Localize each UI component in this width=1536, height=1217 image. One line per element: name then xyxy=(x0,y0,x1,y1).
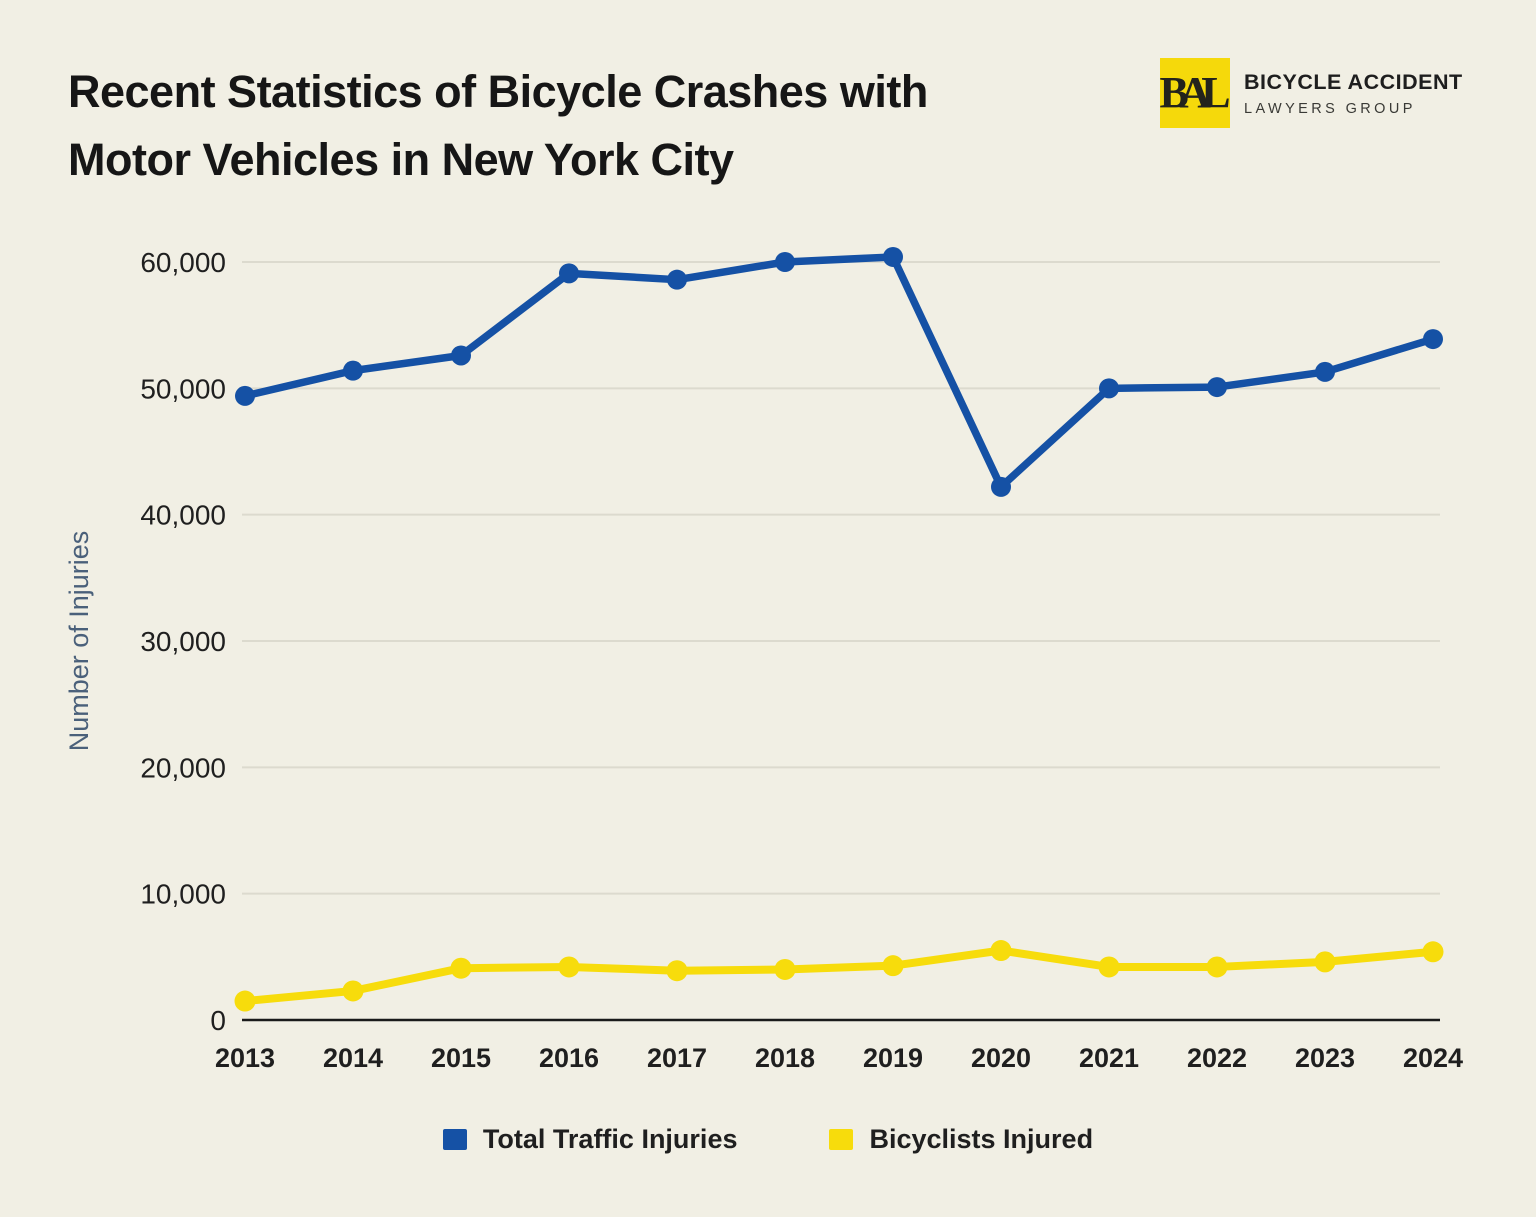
data-point-bicyclists-2020 xyxy=(990,940,1012,962)
logo-company-subtitle: LAWYERS GROUP xyxy=(1244,100,1416,117)
data-point-bicyclists-2014 xyxy=(342,980,364,1002)
x-tick-label-2022: 2022 xyxy=(1187,1043,1247,1073)
data-point-total-2013 xyxy=(235,385,255,406)
x-tick-label-2017: 2017 xyxy=(647,1043,707,1073)
x-tick-label-2013: 2013 xyxy=(215,1043,275,1073)
series-line-yellow xyxy=(241,946,1437,1006)
data-point-total-2015 xyxy=(451,345,471,366)
data-point-bicyclists-2022 xyxy=(1206,956,1228,978)
x-tick-label-2014: 2014 xyxy=(323,1043,383,1073)
y-axis-title: Number of Injuries xyxy=(64,531,94,752)
logo-monogram: BAL xyxy=(1159,68,1230,117)
y-tick-label: 40,000 xyxy=(140,500,226,531)
data-point-bicyclists-2023 xyxy=(1314,951,1336,973)
y-tick-label: 0 xyxy=(210,1005,226,1036)
data-point-total-2014 xyxy=(343,360,363,381)
legend-item-bicyclists-injured: Bicyclists Injured xyxy=(829,1117,1093,1161)
data-point-bicyclists-2013 xyxy=(234,990,256,1012)
x-tick-label-2023: 2023 xyxy=(1295,1043,1355,1073)
data-point-total-2023 xyxy=(1315,361,1335,382)
x-tick-label-2020: 2020 xyxy=(971,1043,1031,1073)
legend-label-bicyclists-injured: Bicyclists Injured xyxy=(869,1123,1094,1154)
data-point-bicyclists-2018 xyxy=(774,958,796,980)
y-tick-label: 60,000 xyxy=(140,247,226,278)
chart-title: Recent Statistics of Bicycle Crashes wit… xyxy=(68,58,1128,194)
x-tick-label-2021: 2021 xyxy=(1079,1043,1139,1073)
legend-label-total-traffic-injuries: Total Traffic Injuries xyxy=(482,1123,738,1154)
x-tick-label-2024: 2024 xyxy=(1403,1043,1463,1073)
logo-company-name: BICYCLE ACCIDENT xyxy=(1244,69,1463,94)
y-tick-label: 30,000 xyxy=(140,626,226,657)
data-point-total-2016 xyxy=(559,263,579,284)
company-logo: BAL BICYCLE ACCIDENT LAWYERS GROUP xyxy=(1159,58,1463,128)
logo-text: BICYCLE ACCIDENT LAWYERS GROUP xyxy=(1244,70,1463,117)
x-tick-label-2018: 2018 xyxy=(755,1043,815,1073)
x-tick-label-2015: 2015 xyxy=(431,1043,491,1073)
chart-title-line2: Motor Vehicles in New York City xyxy=(68,134,734,185)
y-tick-label: 10,000 xyxy=(140,879,226,910)
data-point-total-2021 xyxy=(1099,378,1119,399)
data-point-total-2017 xyxy=(667,269,687,290)
legend-swatch-yellow xyxy=(829,1128,854,1150)
data-point-bicyclists-2016 xyxy=(558,956,580,978)
series-line-blue xyxy=(241,253,1437,491)
x-tick-label-2019: 2019 xyxy=(863,1043,923,1073)
data-point-total-2020 xyxy=(991,476,1011,497)
chart-legend: Total Traffic Injuries Bicyclists Injure… xyxy=(0,1117,1536,1161)
data-point-bicyclists-2024 xyxy=(1422,941,1444,963)
data-point-total-2022 xyxy=(1207,377,1227,398)
chart-title-line1: Recent Statistics of Bicycle Crashes wit… xyxy=(68,66,928,117)
data-point-total-2018 xyxy=(775,252,795,272)
legend-swatch-blue xyxy=(442,1128,467,1150)
legend-item-total-traffic-injuries: Total Traffic Injuries xyxy=(442,1117,738,1161)
data-point-total-2024 xyxy=(1423,329,1443,350)
data-point-bicyclists-2019 xyxy=(882,955,904,977)
data-point-bicyclists-2015 xyxy=(450,957,472,979)
y-tick-label: 50,000 xyxy=(140,373,226,404)
data-point-bicyclists-2021 xyxy=(1098,956,1120,978)
x-tick-label-2016: 2016 xyxy=(539,1043,599,1073)
data-point-bicyclists-2017 xyxy=(666,960,688,982)
data-point-total-2019 xyxy=(883,246,903,267)
y-tick-label: 20,000 xyxy=(140,752,226,783)
logo-mark-square: BAL xyxy=(1159,58,1231,128)
